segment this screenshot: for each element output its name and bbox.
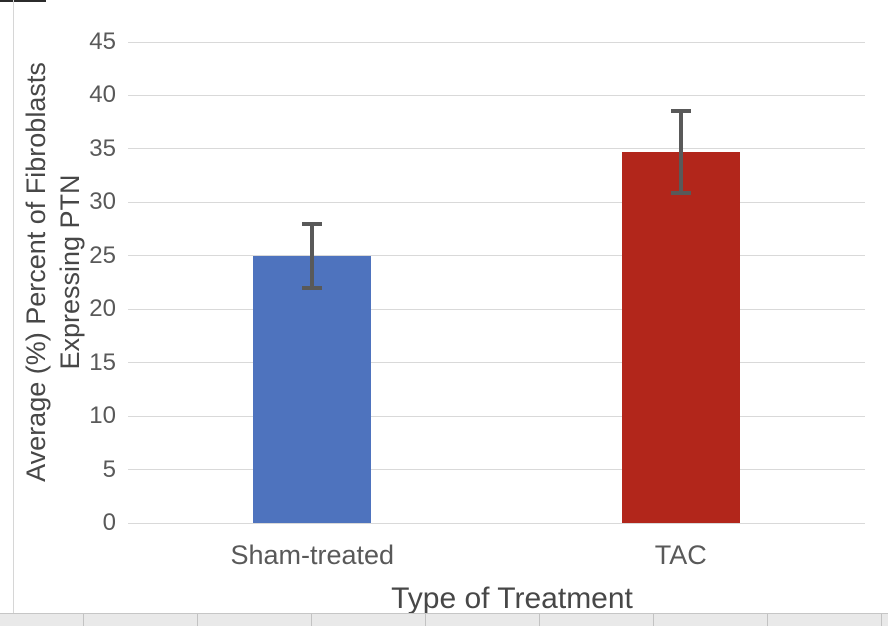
gridline-y-25 [128, 255, 865, 257]
gridline-y-40 [128, 94, 865, 96]
gridline-y-15 [128, 362, 865, 364]
gridline-y-0 [128, 522, 865, 524]
y-axis-title: Average (%) Percent of Fibroblasts Expre… [19, 62, 87, 482]
y-tick-label-45: 45 [89, 28, 116, 55]
error-bar-cap-upper-tac [670, 109, 691, 114]
gridline-y-30 [128, 201, 865, 203]
y-axis-title-line-1: Average (%) Percent of Fibroblasts [21, 62, 51, 482]
strip-cell-divider [425, 614, 426, 626]
error-bar-sham-treated [310, 223, 315, 288]
strip-cell-divider [539, 614, 540, 626]
gridline-y-35 [128, 148, 865, 150]
strip-cell-divider [197, 614, 198, 626]
y-tick-label-30: 30 [89, 188, 116, 216]
y-tick-label-20: 20 [89, 295, 116, 323]
bar-tac[interactable] [621, 152, 740, 523]
strip-cell-divider [881, 614, 882, 626]
y-tick-label-0: 0 [102, 509, 116, 536]
strip-cell-divider [311, 614, 312, 626]
error-bar-tac [678, 111, 683, 193]
y-tick-label-15: 15 [89, 348, 116, 376]
spreadsheet-row-strip [0, 613, 888, 626]
error-bar-cap-upper-sham-treated [302, 221, 323, 226]
y-tick-label-40: 40 [89, 81, 116, 109]
error-bar-cap-lower-sham-treated [302, 285, 323, 290]
top-edge-artifact-line [0, 0, 46, 2]
y-tick-label-10: 10 [89, 402, 116, 430]
category-label-sham-treated: Sham-treated [230, 540, 395, 570]
strip-cell-divider [653, 614, 654, 626]
y-axis-title-line-2: Expressing PTN [55, 174, 85, 370]
gridline-y-20 [128, 308, 865, 310]
gridline-y-45 [128, 41, 865, 43]
strip-cell-divider [83, 614, 84, 626]
y-tick-label-25: 25 [89, 241, 116, 269]
x-axis-title: Type of Treatment [391, 582, 633, 615]
strip-cell-divider [767, 614, 768, 626]
gridline-y-5 [128, 469, 865, 471]
bar-sham-treated[interactable] [253, 255, 372, 523]
category-label-tac: TAC [654, 540, 707, 570]
y-tick-label-5: 5 [102, 455, 116, 483]
error-bar-cap-lower-tac [670, 190, 691, 195]
gridline-y-10 [128, 415, 865, 417]
y-tick-label-35: 35 [89, 134, 116, 162]
left-border-line [13, 0, 14, 613]
